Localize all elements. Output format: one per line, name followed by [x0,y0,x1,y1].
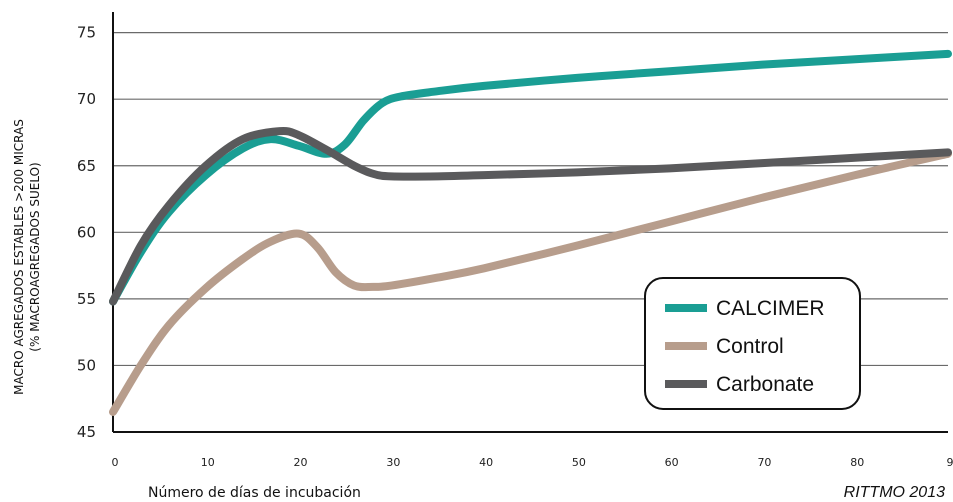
x-tick-label: 60 [665,456,679,469]
x-axis-label: Número de días de incubación [148,485,361,501]
x-tick-label: 40 [479,456,493,469]
x-tick-label: 80 [850,456,864,469]
series-line-control [109,149,952,416]
legend: CALCIMER Control Carbonate [644,277,861,410]
x-tick-label: 20 [294,456,308,469]
legend-label-carbonate: Carbonate [716,373,814,396]
y-tick-label: 60 [77,223,96,241]
y-tick-label: 70 [77,90,96,108]
y-tick-labels: 45 50 55 60 65 70 75 [77,24,96,441]
x-tick-label: 9 [947,456,953,469]
series-line-carbonate [109,126,952,306]
y-axis-label-line2: (% MACROAGREGADOS SUELO) [28,162,42,351]
series-lines [109,49,952,416]
y-tick-label: 50 [77,356,96,374]
y-tick-label: 55 [77,290,96,308]
legend-label-calcimer: CALCIMER [716,297,825,320]
y-tick-label: 75 [77,24,96,42]
legend-label-control: Control [716,335,784,358]
x-tick-labels: 0 10 20 30 40 50 60 70 80 9 [112,456,953,469]
credit-text: RITTMO 2013 [844,484,945,501]
x-tick-label: 0 [112,456,119,469]
x-tick-label: 30 [386,456,400,469]
x-tick-label: 50 [572,456,586,469]
y-tick-label: 45 [77,423,96,441]
y-axis-label-line1: MACRO AGREGADOS ESTABLES >200 MICRAS [12,119,26,395]
x-tick-label: 10 [201,456,215,469]
x-tick-label: 70 [757,456,771,469]
series-line-calcimer [109,49,952,306]
y-tick-label: 65 [77,157,96,175]
